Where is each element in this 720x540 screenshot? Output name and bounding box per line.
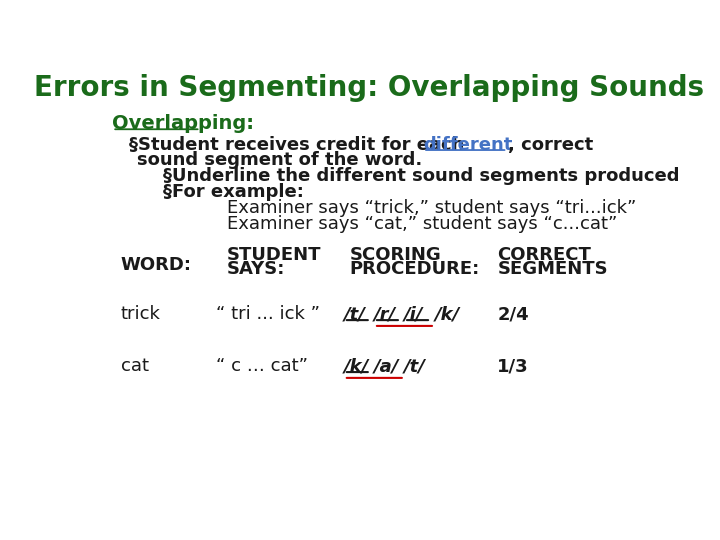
Text: /k/: /k/	[434, 305, 459, 323]
Text: CORRECT: CORRECT	[498, 246, 591, 264]
Text: §Student receives credit for each: §Student receives credit for each	[129, 136, 471, 154]
Text: Errors in Segmenting: Overlapping Sounds: Errors in Segmenting: Overlapping Sounds	[34, 73, 704, 102]
Text: 1/3: 1/3	[498, 357, 529, 375]
Text: SAYS:: SAYS:	[227, 260, 285, 279]
Text: SCORING: SCORING	[349, 246, 441, 264]
Text: 2/4: 2/4	[498, 305, 529, 323]
Text: sound segment of the word.: sound segment of the word.	[138, 151, 423, 168]
Text: /i/: /i/	[404, 305, 423, 323]
Text: SEGMENTS: SEGMENTS	[498, 260, 608, 279]
Text: STUDENT: STUDENT	[227, 246, 321, 264]
Text: /t/: /t/	[344, 305, 366, 323]
Text: different: different	[423, 136, 513, 154]
Text: Examiner says “trick,” student says “tri...ick”: Examiner says “trick,” student says “tri…	[227, 199, 636, 217]
Text: PROCEDURE:: PROCEDURE:	[349, 260, 480, 279]
Text: “ c … cat”: “ c … cat”	[215, 357, 307, 375]
Text: Examiner says “cat,” student says “c...cat”: Examiner says “cat,” student says “c...c…	[227, 215, 617, 233]
Text: /t/: /t/	[404, 357, 426, 375]
Text: /a/: /a/	[374, 357, 400, 375]
Text: , correct: , correct	[508, 136, 593, 154]
Text: §Underline the different sound segments produced: §Underline the different sound segments …	[163, 167, 679, 185]
Text: trick: trick	[121, 305, 161, 323]
Text: Overlapping:: Overlapping:	[112, 114, 254, 133]
Text: cat: cat	[121, 357, 149, 375]
Text: §For example:: §For example:	[163, 183, 303, 201]
Text: /r/: /r/	[374, 305, 396, 323]
Text: WORD:: WORD:	[121, 256, 192, 274]
Text: /k/: /k/	[344, 357, 369, 375]
Text: “ tri ... ick ”: “ tri ... ick ”	[215, 305, 320, 323]
